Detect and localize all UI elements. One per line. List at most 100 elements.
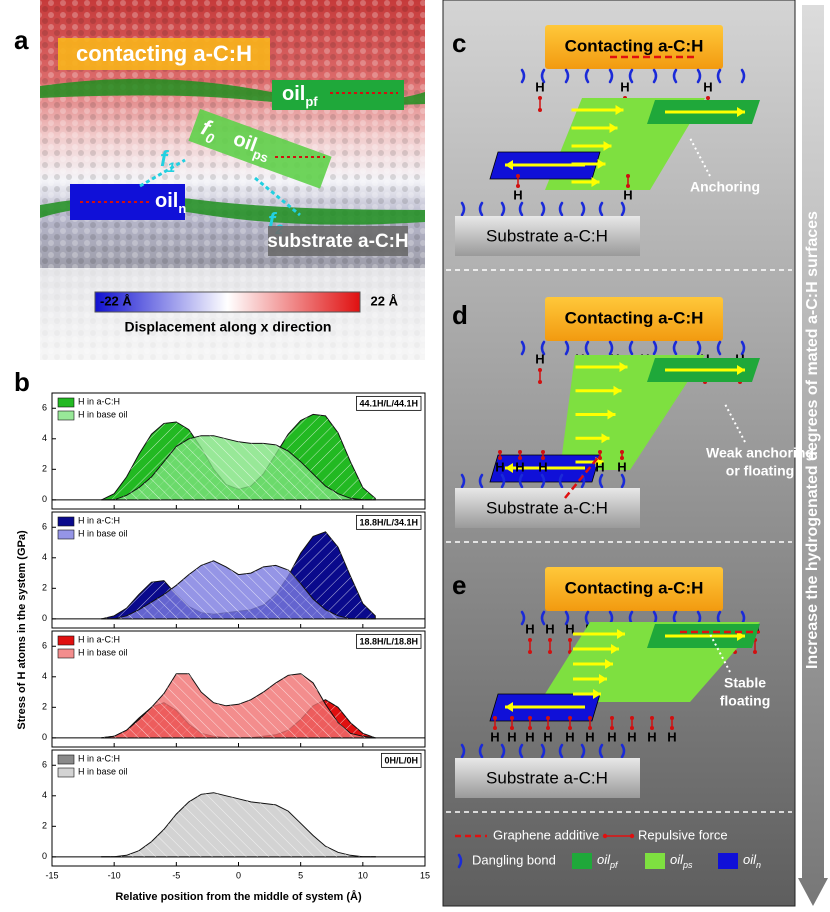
panel-label: c <box>452 28 466 58</box>
repulsive-end <box>568 716 572 720</box>
figure: acontacting a-C:Hoilpff0oilpsoilnf1f2sub… <box>0 0 830 912</box>
repulsive-end <box>598 456 602 460</box>
atom-label: H <box>535 79 544 94</box>
atom-label: H <box>595 459 604 474</box>
f1-label-sub: 1 <box>167 159 175 175</box>
legend-label-main: oil <box>597 852 611 867</box>
legend-swatch <box>58 517 74 526</box>
legend-label: H in base oil <box>78 647 128 657</box>
y-tick-label: 6 <box>42 641 47 651</box>
contacting-label: Contacting a-C:H <box>565 308 704 327</box>
substrate-label: Substrate a-C:H <box>486 226 608 245</box>
atom-label: H <box>623 187 632 202</box>
annotation: 18.8H/L/34.1H <box>359 517 418 527</box>
repulsive-end <box>650 716 654 720</box>
repulsive-end <box>568 638 572 642</box>
repulsive-end <box>650 726 654 730</box>
legend-label: H in a-C:H <box>78 396 120 406</box>
x-tick-label: -5 <box>172 870 180 880</box>
atom-label: H <box>525 621 534 636</box>
legend-label-sub: n <box>756 860 761 870</box>
repulsive-end <box>498 456 502 460</box>
repulsive-end <box>620 450 624 454</box>
substrate-label: Substrate a-C:H <box>486 498 608 517</box>
repulsive-end <box>518 450 522 454</box>
repulsive-end <box>538 108 542 112</box>
x-tick-label: -10 <box>108 870 121 880</box>
colorbar-label: Displacement along x direction <box>125 319 332 335</box>
legend-label-sub: pf <box>609 860 619 870</box>
repulsive-end <box>528 726 532 730</box>
repulsive-end <box>538 380 542 384</box>
y-tick-label: 0 <box>42 851 47 861</box>
atom-label: H <box>535 351 544 366</box>
atom-label: H <box>647 729 656 744</box>
y-tick-label: 0 <box>42 494 47 504</box>
repulsive-end <box>630 716 634 720</box>
repulsive-end <box>548 650 552 654</box>
legend-swatch <box>58 411 74 420</box>
repulsive-end <box>670 716 674 720</box>
oil-n-label-sub: n <box>178 201 186 216</box>
colorbar-max: 22 Å <box>371 293 399 308</box>
repulsive-end <box>498 450 502 454</box>
colorbar <box>95 292 360 312</box>
legend-label: Repulsive force <box>638 827 728 842</box>
repulsive-end <box>588 716 592 720</box>
annotation: Anchoring <box>690 179 760 195</box>
legend-label-main: oil <box>743 852 757 867</box>
y-tick-label: 4 <box>42 790 47 800</box>
y-tick-label: 6 <box>42 403 47 413</box>
legend-label: H in a-C:H <box>78 753 120 763</box>
repulsive-end <box>538 368 542 372</box>
repulsive-end <box>620 456 624 460</box>
y-tick-label: 4 <box>42 433 47 443</box>
x-tick-label: 0 <box>236 870 241 880</box>
atom-label: H <box>525 729 534 744</box>
repulsive-end <box>541 450 545 454</box>
repulsive-end <box>610 726 614 730</box>
oil-pf-label-sub: pf <box>305 94 318 109</box>
y-tick-label: 6 <box>42 760 47 770</box>
repulsive-end <box>610 716 614 720</box>
atom-label: H <box>495 459 504 474</box>
legend-swatch <box>645 853 665 869</box>
contacting-label: Contacting a-C:H <box>565 36 704 55</box>
repulsive-end <box>626 184 630 188</box>
repulsive-end <box>493 726 497 730</box>
repulsive-end <box>541 456 545 460</box>
repulsive-end <box>518 456 522 460</box>
x-axis-label: Relative position from the middle of sys… <box>115 890 362 903</box>
y-tick-label: 0 <box>42 732 47 742</box>
y-tick-label: 2 <box>42 821 47 831</box>
atom-label: H <box>513 187 522 202</box>
repulsive-end <box>528 716 532 720</box>
legend-label: H in a-C:H <box>78 515 120 525</box>
repulsive-end <box>706 96 710 100</box>
legend-label-main: oil <box>670 852 684 867</box>
y-tick-label: 4 <box>42 671 47 681</box>
atom-label: H <box>607 729 616 744</box>
x-tick-label: 10 <box>358 870 368 880</box>
y-axis-label: Stress of H atoms in the system (GPa) <box>16 530 28 730</box>
annotation: Weak anchoring <box>706 445 814 461</box>
atom-label: H <box>543 729 552 744</box>
atom-label: H <box>538 459 547 474</box>
atom-label: H <box>703 79 712 94</box>
legend-swatch <box>58 768 74 777</box>
atom-label: H <box>545 621 554 636</box>
repulsive-end <box>548 638 552 642</box>
repulsive-end <box>516 174 520 178</box>
repulsive-end <box>588 726 592 730</box>
repulsive-end <box>516 184 520 188</box>
repulsive-end <box>510 716 514 720</box>
y-tick-label: 2 <box>42 702 47 712</box>
repulsive-end <box>528 650 532 654</box>
atom-label: H <box>667 729 676 744</box>
legend-swatch <box>572 853 592 869</box>
annotation: floating <box>720 693 771 709</box>
repulsive-end <box>598 450 602 454</box>
colorbar-min: -22 Å <box>100 293 132 308</box>
legend-repulsive-end <box>630 834 634 838</box>
atom-label: H <box>617 459 626 474</box>
